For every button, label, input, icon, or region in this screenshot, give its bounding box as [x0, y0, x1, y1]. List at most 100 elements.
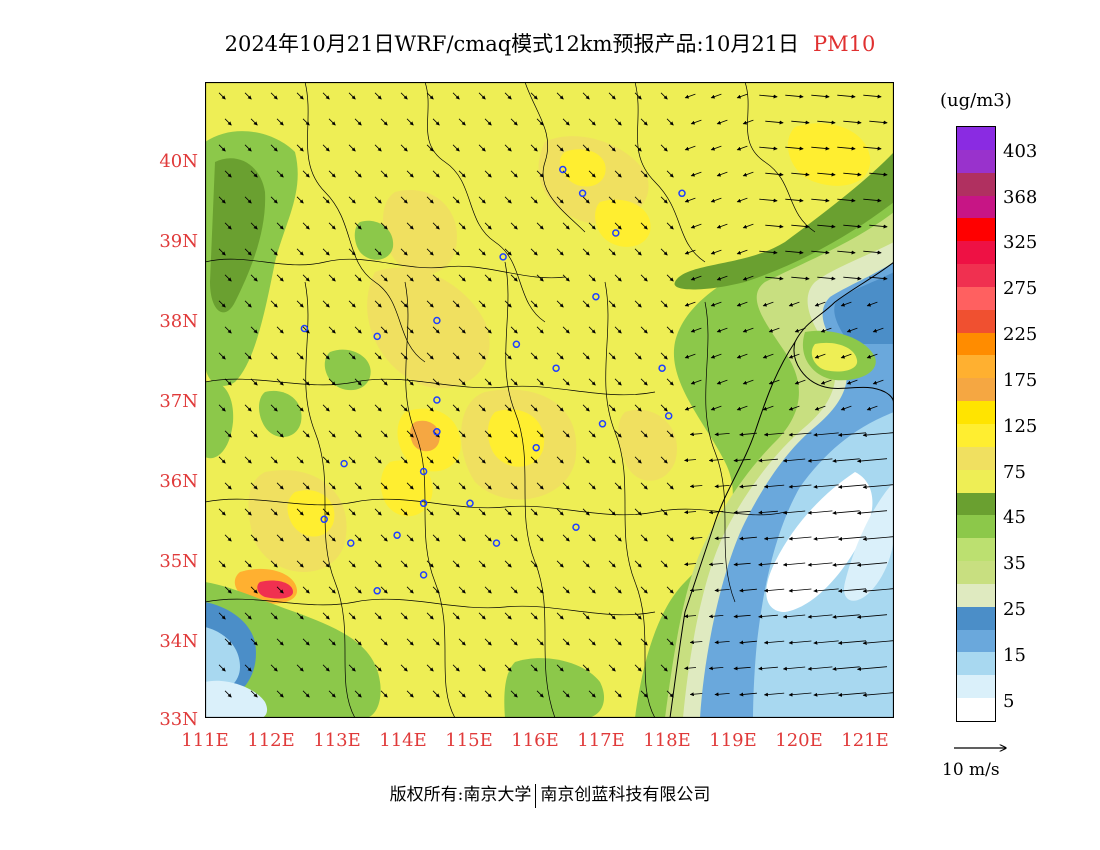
- wind-arrow-icon: [869, 120, 888, 125]
- wind-arrow-icon: [556, 508, 564, 516]
- wind-arrow-icon: [582, 508, 590, 516]
- wind-arrow-icon: [302, 638, 310, 646]
- wind-arrow-icon: [250, 638, 258, 646]
- wind-arrow-icon: [763, 536, 785, 541]
- wind-arrow-icon: [782, 510, 806, 515]
- wind-arrow-icon: [759, 94, 778, 99]
- wind-arrow-icon: [763, 588, 785, 593]
- colorbar-segment: [957, 241, 995, 265]
- wind-arrow-icon: [374, 248, 382, 256]
- field-green-east: [674, 152, 894, 290]
- wind-arrow-icon: [250, 534, 258, 542]
- wind-arrow-icon: [374, 456, 382, 464]
- wind-arrow-icon: [244, 456, 252, 464]
- wind-arrow-icon: [634, 352, 642, 360]
- wind-arrow-icon: [458, 326, 466, 334]
- wind-arrow-icon: [736, 145, 748, 151]
- map-panel[interactable]: [205, 82, 894, 718]
- wind-arrow-icon: [640, 534, 648, 542]
- colorbar-segment: [957, 515, 995, 539]
- wind-arrow-icon: [588, 274, 596, 282]
- wind-arrow-icon: [536, 430, 544, 438]
- station-marker: [499, 253, 507, 261]
- field-green-west: [259, 390, 302, 438]
- field-darkblue-east: [834, 272, 894, 344]
- wind-arrow-icon: [302, 586, 310, 594]
- wind-arrow-icon: [588, 222, 596, 230]
- wind-arrow-icon: [666, 534, 674, 542]
- lon-label-119: 119E: [709, 730, 757, 751]
- wind-arrow-icon: [739, 692, 757, 697]
- wind-arrow-icon: [426, 612, 434, 620]
- wind-arrow-icon: [536, 638, 544, 646]
- wind-arrow-icon: [536, 222, 544, 230]
- station-marker: [340, 459, 348, 468]
- field-yellow-peninsula: [811, 342, 858, 372]
- wind-arrow-icon: [244, 508, 252, 516]
- wind-arrow-icon: [348, 612, 356, 620]
- wind-arrow-icon: [380, 222, 388, 230]
- wind-arrow-icon: [788, 588, 812, 593]
- colorbar-segment: [957, 218, 995, 242]
- boundary-line: [604, 281, 656, 718]
- wind-arrow-icon: [322, 300, 330, 308]
- wind-arrow-icon: [510, 690, 518, 698]
- wind-arrow-icon: [270, 456, 278, 464]
- wind-arrow-icon: [736, 405, 748, 411]
- wind-arrow-icon: [582, 248, 590, 256]
- lat-label-38: 38N: [159, 311, 198, 332]
- wind-arrow-icon: [588, 170, 596, 178]
- wind-arrow-icon: [582, 196, 590, 204]
- wind-arrow-icon: [484, 482, 492, 490]
- colorbar-label: 25: [1003, 599, 1026, 620]
- wind-arrow-icon: [322, 248, 330, 256]
- wind-arrow-icon: [406, 534, 414, 542]
- wind-arrow-icon: [714, 692, 730, 697]
- wind-arrow-icon: [556, 352, 564, 360]
- station-marker: [612, 229, 620, 237]
- wind-arrow-icon: [791, 276, 810, 281]
- wind-arrow-icon: [782, 458, 806, 463]
- wind-arrow-icon: [708, 458, 724, 463]
- wind-arrow-icon: [458, 482, 466, 490]
- wind-arrow-icon: [736, 93, 748, 99]
- wind-arrow-icon: [684, 197, 696, 203]
- wind-arrow-icon: [348, 404, 356, 412]
- wind-arrow-icon: [276, 378, 284, 386]
- wind-arrow-icon: [817, 120, 836, 125]
- lat-label-39: 39N: [159, 231, 198, 252]
- wind-arrow-icon: [406, 326, 414, 334]
- boundary-line: [634, 82, 706, 263]
- wind-arrow-icon: [452, 196, 460, 204]
- wind-arrow-icon: [504, 144, 512, 152]
- wind-arrow-icon: [763, 432, 785, 437]
- pm10-map[interactable]: [205, 82, 894, 718]
- field-yellow-blotch: [383, 190, 457, 275]
- wind-arrow-icon: [380, 586, 388, 594]
- colorbar-segment: [957, 561, 995, 585]
- field-green-west: [205, 381, 234, 459]
- wind-arrow-icon: [276, 586, 284, 594]
- wind-arrow-icon: [640, 430, 648, 438]
- wind-arrow-icon: [742, 379, 754, 385]
- wind-arrow-icon: [484, 222, 492, 230]
- wind-arrow-icon: [843, 224, 862, 229]
- wind-arrow-icon: [354, 170, 362, 178]
- wind-arrow-icon: [690, 223, 702, 229]
- wind-arrow-icon: [380, 170, 388, 178]
- wind-arrow-icon: [640, 118, 648, 126]
- wind-arrow-icon: [478, 664, 486, 672]
- wind-arrow-icon: [716, 379, 728, 385]
- wind-arrow-icon: [791, 172, 810, 177]
- lon-label-114: 114E: [379, 730, 427, 751]
- wind-arrow-icon: [510, 170, 518, 178]
- wind-arrow-icon: [432, 170, 440, 178]
- wind-arrow-icon: [400, 248, 408, 256]
- station-marker: [512, 340, 521, 349]
- wind-arrow-icon: [218, 248, 226, 256]
- station-marker: [419, 467, 428, 476]
- wind-arrow-icon: [504, 352, 512, 360]
- wind-arrow-icon: [510, 118, 518, 126]
- wind-arrow-icon: [813, 484, 839, 489]
- wind-arrow-icon: [811, 146, 830, 151]
